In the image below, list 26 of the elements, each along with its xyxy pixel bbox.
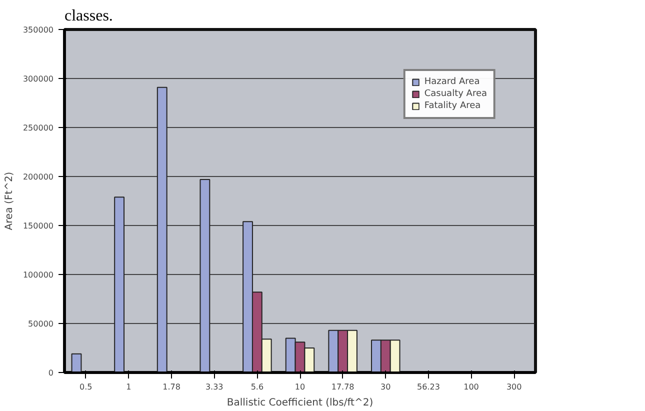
y-tick-label: 250000 — [22, 124, 54, 132]
x-tick-label: 10 — [294, 382, 306, 392]
legend-label: Fatality Area — [424, 101, 481, 111]
y-tick-label: 300000 — [22, 74, 54, 84]
y-tick-label: 150000 — [22, 222, 54, 230]
x-tick-label: 3.33 — [205, 382, 224, 392]
y-tick-label: 0 — [48, 368, 54, 378]
y-tick-label: 200000 — [22, 172, 54, 182]
y-tick-label: 350000 — [22, 26, 54, 34]
x-tick-label: 1 — [126, 382, 132, 392]
legend-label: Casualty Area — [424, 89, 487, 99]
bar — [71, 353, 82, 372]
x-tick-label: 100 — [464, 382, 479, 392]
x-tick-label: 5.6 — [250, 382, 264, 392]
x-tick-label: 1.78 — [162, 382, 180, 392]
text: classes. — [64, 8, 113, 24]
x-tick-label: 56.23 — [417, 382, 440, 392]
y-axis-title: Area (Ft^2) — [4, 172, 15, 230]
x-tick-label: 17.78 — [331, 382, 354, 392]
x-tick-label: 0.5 — [80, 382, 92, 392]
y-tick-label: 100000 — [22, 270, 54, 280]
x-axis-title: Ballistic Coefficient (lbs/ft^2) — [226, 398, 374, 408]
x-tick-label: 30 — [380, 382, 391, 392]
legend-label: Hazard Area — [424, 77, 480, 87]
y-tick-label: 50000 — [28, 320, 54, 328]
x-tick-label: 300 — [506, 382, 522, 392]
